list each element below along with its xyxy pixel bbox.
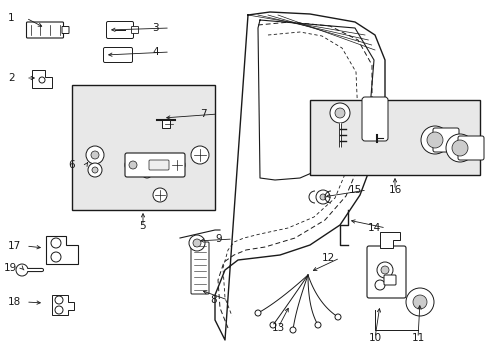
- Text: 11: 11: [410, 333, 424, 343]
- Circle shape: [55, 296, 63, 304]
- Text: 19: 19: [4, 263, 17, 273]
- Circle shape: [142, 168, 152, 178]
- FancyBboxPatch shape: [106, 22, 133, 39]
- Circle shape: [254, 310, 261, 316]
- FancyBboxPatch shape: [149, 160, 169, 170]
- Polygon shape: [46, 236, 78, 264]
- FancyBboxPatch shape: [383, 275, 395, 285]
- FancyBboxPatch shape: [62, 27, 69, 33]
- Circle shape: [16, 264, 28, 276]
- Circle shape: [329, 103, 349, 123]
- Text: 6: 6: [68, 160, 75, 170]
- Text: 15: 15: [348, 185, 362, 195]
- Circle shape: [51, 252, 61, 262]
- Text: 5: 5: [140, 221, 146, 231]
- Bar: [72, 85, 215, 210]
- Circle shape: [153, 188, 167, 202]
- Text: 1: 1: [8, 13, 15, 23]
- Text: 2: 2: [8, 73, 15, 83]
- Polygon shape: [162, 120, 170, 128]
- Text: 3: 3: [152, 23, 158, 33]
- FancyBboxPatch shape: [367, 112, 381, 120]
- Circle shape: [129, 161, 137, 169]
- Circle shape: [445, 134, 473, 162]
- Text: 9: 9: [215, 234, 221, 244]
- Circle shape: [51, 238, 61, 248]
- Circle shape: [426, 132, 442, 148]
- Circle shape: [191, 146, 208, 164]
- Circle shape: [374, 280, 384, 290]
- FancyBboxPatch shape: [367, 121, 381, 127]
- Polygon shape: [32, 70, 52, 88]
- Circle shape: [169, 157, 184, 173]
- FancyBboxPatch shape: [131, 27, 138, 33]
- Circle shape: [138, 158, 152, 172]
- FancyBboxPatch shape: [367, 104, 381, 112]
- Text: 13: 13: [271, 323, 284, 333]
- Circle shape: [334, 314, 340, 320]
- Circle shape: [376, 262, 392, 278]
- Circle shape: [314, 322, 320, 328]
- Circle shape: [55, 306, 63, 314]
- Circle shape: [420, 126, 448, 154]
- Circle shape: [380, 266, 388, 274]
- Text: 18: 18: [8, 297, 21, 307]
- FancyBboxPatch shape: [103, 48, 132, 63]
- FancyBboxPatch shape: [125, 153, 184, 177]
- Circle shape: [193, 239, 201, 247]
- Text: 4: 4: [152, 47, 158, 57]
- Circle shape: [269, 322, 275, 328]
- Text: 16: 16: [387, 185, 401, 195]
- Text: 10: 10: [367, 333, 381, 343]
- Circle shape: [91, 151, 99, 159]
- Text: 12: 12: [321, 253, 335, 263]
- FancyBboxPatch shape: [366, 246, 405, 298]
- FancyBboxPatch shape: [191, 242, 208, 294]
- Circle shape: [39, 77, 45, 83]
- Circle shape: [405, 288, 433, 316]
- Circle shape: [412, 295, 426, 309]
- Text: 7: 7: [200, 109, 206, 119]
- FancyBboxPatch shape: [26, 22, 63, 38]
- Text: 8: 8: [209, 295, 216, 305]
- FancyBboxPatch shape: [361, 97, 387, 141]
- Circle shape: [189, 235, 204, 251]
- Circle shape: [125, 157, 141, 173]
- FancyBboxPatch shape: [457, 136, 483, 160]
- Circle shape: [289, 327, 295, 333]
- FancyBboxPatch shape: [432, 128, 458, 152]
- Polygon shape: [52, 295, 74, 315]
- Text: 17: 17: [8, 241, 21, 251]
- Polygon shape: [379, 232, 399, 248]
- Circle shape: [86, 146, 104, 164]
- Circle shape: [451, 140, 467, 156]
- Text: 14: 14: [367, 223, 381, 233]
- Circle shape: [88, 163, 102, 177]
- Circle shape: [315, 190, 329, 204]
- Circle shape: [334, 108, 345, 118]
- Circle shape: [92, 167, 98, 173]
- Circle shape: [319, 194, 325, 200]
- Bar: [309, 100, 479, 175]
